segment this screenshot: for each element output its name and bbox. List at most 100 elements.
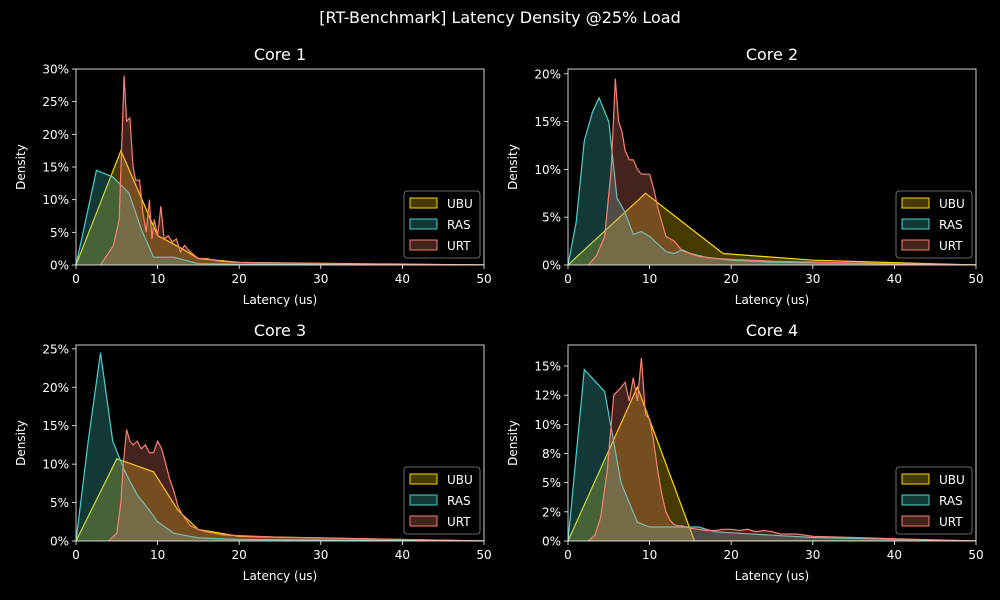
y-tick-label: 20% <box>534 67 561 81</box>
legend: UBU RAS URT <box>403 190 481 259</box>
legend-label-ubu: UBU <box>447 197 473 211</box>
y-tick-label: 10% <box>42 458 69 472</box>
series-line-ubu <box>76 458 484 541</box>
series-group <box>76 75 484 265</box>
x-tick-label: 20 <box>724 548 739 562</box>
x-tick-label: 30 <box>313 272 328 286</box>
x-tick-label: 50 <box>476 272 491 286</box>
series-area-urt <box>100 75 484 265</box>
y-tick-label: 15% <box>42 161 69 175</box>
core-1-panel: Core 1 0 10 20 30 40 50 0% 5% 10% 15% 20% 25% 30% Late… <box>14 45 492 307</box>
legend-swatch-ubu <box>901 473 930 485</box>
panel-title: Core 1 <box>254 45 306 64</box>
y-tick-label: 0% <box>50 259 69 273</box>
x-tick-label: 10 <box>150 548 165 562</box>
x-tick-label: 50 <box>968 548 983 562</box>
x-tick-label: 20 <box>724 272 739 286</box>
legend-swatch-urt <box>409 239 438 251</box>
x-tick-label: 30 <box>313 548 328 562</box>
x-tick-label: 0 <box>72 272 80 286</box>
legend-label-urt: URT <box>939 515 963 529</box>
series-area-ras <box>568 97 976 265</box>
y-tick-label: 0% <box>50 535 69 549</box>
x-tick-label: 20 <box>232 272 247 286</box>
legend-label-urt: URT <box>447 239 471 253</box>
y-tick-label: 5% <box>542 211 561 225</box>
panel-title: Core 4 <box>746 321 798 340</box>
y-tick-label: 15% <box>534 115 561 129</box>
panel-title: Core 3 <box>254 321 306 340</box>
series-line-ubu <box>568 192 976 265</box>
y-tick-label: 15% <box>534 360 561 374</box>
x-axis-label: Latency (us) <box>243 293 317 307</box>
series-area-ras <box>76 352 484 541</box>
legend-label-ras: RAS <box>447 494 471 508</box>
series-area-ras <box>568 369 976 541</box>
legend-label-ubu: UBU <box>939 197 965 211</box>
series-area-ubu <box>568 193 976 265</box>
y-tick-label: 25% <box>42 342 69 356</box>
legend-swatch-ubu <box>409 473 438 485</box>
series-area-urt <box>588 357 976 541</box>
core-2-panel: Core 2 0 10 20 30 40 50 0% 5% 10% 15% 20% Latency (u… <box>506 45 984 307</box>
legend-label-urt: URT <box>447 515 471 529</box>
x-tick-label: 20 <box>232 548 247 562</box>
series-line-urt <box>99 75 484 265</box>
legend-label-ras: RAS <box>939 218 963 232</box>
x-axis-label: Latency (us) <box>735 569 809 583</box>
y-tick-label: 0% <box>542 259 561 273</box>
series-group <box>76 352 484 541</box>
x-tick-label: 10 <box>150 272 165 286</box>
x-tick-label: 30 <box>805 272 820 286</box>
series-line-urt <box>588 357 976 541</box>
x-tick-label: 10 <box>642 272 657 286</box>
legend-swatch-ras <box>901 218 930 230</box>
series-area-ubu <box>568 387 976 541</box>
series-line-ras <box>76 169 484 265</box>
y-tick-label: 5% <box>50 226 69 240</box>
axes-frame <box>567 68 977 266</box>
series-area-urt <box>588 78 976 265</box>
y-tick-label: 5% <box>50 496 69 510</box>
x-tick-label: 50 <box>476 548 491 562</box>
y-axis-label: Density <box>14 420 28 466</box>
series-line-ras <box>568 368 976 541</box>
y-tick-label: 10% <box>42 193 69 207</box>
legend-swatch-ras <box>409 218 438 230</box>
x-tick-label: 0 <box>564 272 572 286</box>
legend-swatch-ras <box>901 494 930 506</box>
y-tick-label: 10% <box>534 418 561 432</box>
x-axis-label: Latency (us) <box>735 293 809 307</box>
y-tick-label: 15% <box>42 419 69 433</box>
x-tick-label: 50 <box>968 272 983 286</box>
y-tick-label: 0% <box>542 535 561 549</box>
series-area-ras <box>76 170 484 265</box>
y-tick-label: 12% <box>534 389 561 403</box>
series-line-ubu <box>568 385 976 541</box>
y-axis-label: Density <box>506 144 520 190</box>
panel-title: Core 2 <box>746 45 798 64</box>
y-tick-label: 2% <box>542 505 561 519</box>
legend: UBU RAS URT <box>895 190 973 259</box>
figure-title: [RT-Benchmark] Latency Density @25% Load <box>319 8 681 27</box>
legend: UBU RAS URT <box>895 466 973 535</box>
legend-swatch-urt <box>409 515 438 527</box>
x-tick-label: 30 <box>805 548 820 562</box>
core-3-panel: Core 3 0 10 20 30 40 50 0% 5% 10% 15% 20% 25% Latency… <box>14 321 492 583</box>
x-tick-label: 40 <box>395 548 410 562</box>
y-tick-label: 25% <box>42 95 69 109</box>
y-tick-label: 20% <box>42 128 69 142</box>
x-axis-label: Latency (us) <box>243 569 317 583</box>
legend-label-ras: RAS <box>939 494 963 508</box>
series-line-ras <box>76 352 484 541</box>
x-tick-label: 0 <box>72 548 80 562</box>
axes-frame <box>75 344 485 542</box>
y-tick-label: 10% <box>534 163 561 177</box>
y-axis-label: Density <box>14 144 28 190</box>
series-area-urt <box>108 429 484 541</box>
y-axis-label: Density <box>506 420 520 466</box>
legend-label-urt: URT <box>939 239 963 253</box>
x-tick-label: 0 <box>564 548 572 562</box>
legend-swatch-urt <box>901 515 930 527</box>
